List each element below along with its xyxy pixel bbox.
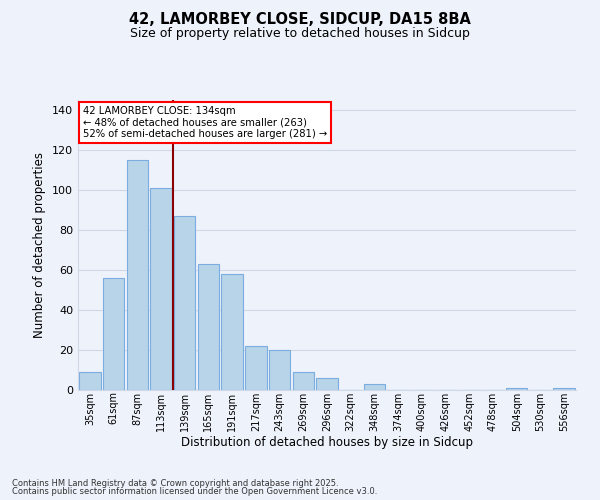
Y-axis label: Number of detached properties: Number of detached properties [34,152,46,338]
Bar [316,378,338,390]
Bar [245,346,266,390]
Bar [174,216,196,390]
Text: Contains public sector information licensed under the Open Government Licence v3: Contains public sector information licen… [12,487,377,496]
Bar [79,372,101,390]
X-axis label: Distribution of detached houses by size in Sidcup: Distribution of detached houses by size … [181,436,473,450]
Text: 42, LAMORBEY CLOSE, SIDCUP, DA15 8BA: 42, LAMORBEY CLOSE, SIDCUP, DA15 8BA [129,12,471,28]
Bar [364,384,385,390]
Bar [553,388,575,390]
Bar [293,372,314,390]
Bar [221,274,243,390]
Text: 42 LAMORBEY CLOSE: 134sqm
← 48% of detached houses are smaller (263)
52% of semi: 42 LAMORBEY CLOSE: 134sqm ← 48% of detac… [83,106,327,139]
Bar [269,350,290,390]
Bar [506,388,527,390]
Text: Contains HM Land Registry data © Crown copyright and database right 2025.: Contains HM Land Registry data © Crown c… [12,478,338,488]
Bar [127,160,148,390]
Bar [151,188,172,390]
Bar [103,278,124,390]
Bar [198,264,219,390]
Text: Size of property relative to detached houses in Sidcup: Size of property relative to detached ho… [130,28,470,40]
